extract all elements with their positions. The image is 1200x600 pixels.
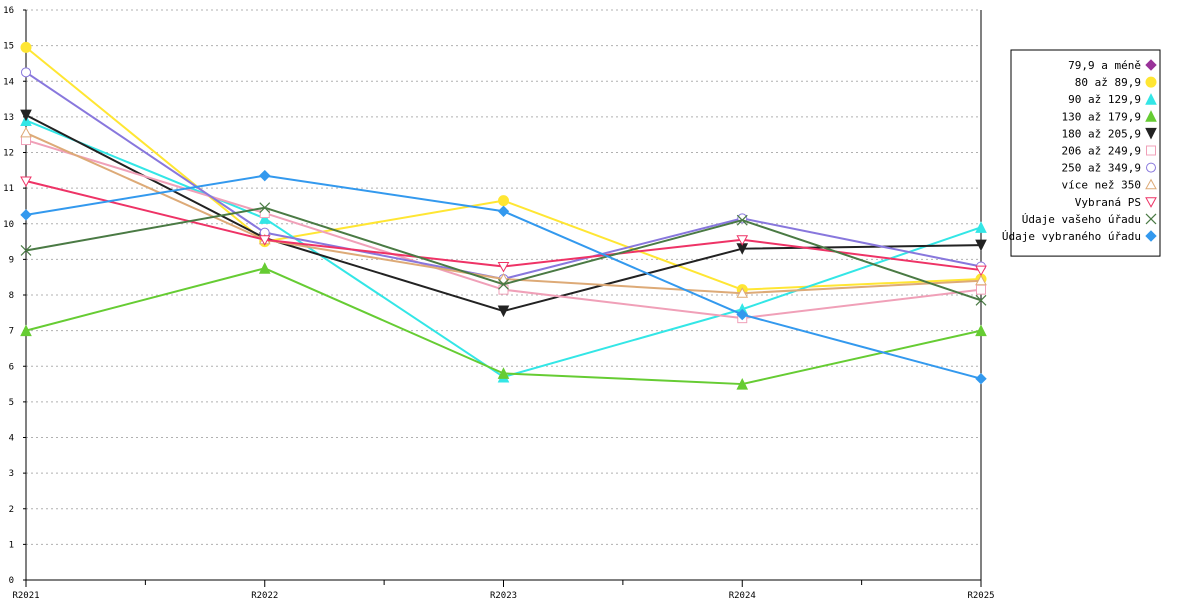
data-point <box>258 262 271 274</box>
legend-label: Vybraná PS <box>1075 196 1141 209</box>
legend-marker <box>1145 230 1157 242</box>
y-tick-label: 9 <box>9 255 14 265</box>
y-tick-label: 3 <box>9 469 14 479</box>
data-point <box>259 202 271 214</box>
data-point <box>497 305 510 318</box>
series-group <box>20 41 987 390</box>
legend-label: 80 až 89,9 <box>1075 76 1141 89</box>
data-point <box>497 205 510 217</box>
y-tick-label: 15 <box>3 42 14 52</box>
legend-marker <box>1145 197 1157 208</box>
y-tick-label: 8 <box>9 291 14 301</box>
legend-marker <box>1145 59 1157 71</box>
data-point <box>21 67 31 78</box>
data-point <box>20 324 32 337</box>
x-tick-label: R2022 <box>251 591 278 600</box>
legend-label: 206 až 249,9 <box>1062 145 1141 158</box>
legend-marker <box>1145 76 1157 88</box>
data-point <box>20 126 32 138</box>
x-tick-label: R2025 <box>967 591 994 600</box>
data-point <box>259 208 270 219</box>
x-tick-label: R2023 <box>490 591 517 600</box>
data-point <box>20 41 32 53</box>
y-tick-label: 12 <box>3 149 14 159</box>
y-tick-label: 2 <box>9 505 14 515</box>
data-point <box>736 377 749 390</box>
data-point <box>975 265 987 277</box>
data-point <box>20 176 32 188</box>
legend-label: Údaje vašeho úřadu <box>1022 213 1141 226</box>
data-point <box>736 287 749 298</box>
y-tick-label: 0 <box>9 576 14 586</box>
legend: 79,9 a méně 80 až 89,9 90 až 129,9 130 až 1… <box>1002 49 1161 257</box>
legend-label: 250 až 349,9 <box>1062 162 1141 175</box>
data-point <box>20 245 32 256</box>
legend-marker <box>1146 162 1156 173</box>
x-axis-ticks: R2021 R2022 R2023 R2024 R2025 <box>12 580 995 600</box>
y-tick-label: 4 <box>9 434 14 444</box>
data-point <box>976 284 986 295</box>
data-point <box>975 221 987 233</box>
series-9 <box>20 202 987 306</box>
legend-label: 180 až 205,9 <box>1062 127 1141 140</box>
legend-label: více než 350 <box>1062 179 1141 192</box>
y-tick-label: 13 <box>3 113 14 123</box>
y-tick-label: 5 <box>9 398 14 408</box>
y-tick-label: 1 <box>9 540 14 550</box>
y-tick-label: 10 <box>3 220 14 230</box>
grid-lines <box>26 9 981 545</box>
series-6 <box>21 67 986 284</box>
data-point <box>259 169 271 182</box>
legend-label: 130 až 179,9 <box>1062 110 1141 123</box>
legend-box <box>1010 49 1161 257</box>
series-8 <box>20 176 987 277</box>
data-point <box>498 284 509 295</box>
series-10 <box>20 169 987 385</box>
legend-marker <box>1145 110 1157 122</box>
data-point <box>497 272 510 284</box>
series-line <box>25 119 982 378</box>
data-point <box>975 324 987 337</box>
data-point <box>497 367 510 379</box>
data-point <box>258 235 271 246</box>
data-point <box>975 274 987 286</box>
legend-marker <box>1145 93 1157 105</box>
data-point <box>20 109 32 122</box>
data-point <box>498 278 509 290</box>
series-3 <box>20 262 987 390</box>
x-tick-label: R2024 <box>729 591 756 600</box>
legend-marker <box>1145 127 1157 140</box>
data-point <box>975 373 987 385</box>
y-tick-label: 11 <box>3 184 14 194</box>
data-point <box>736 214 748 226</box>
legend-marker <box>1146 145 1156 156</box>
y-tick-label: 7 <box>9 327 14 337</box>
y-tick-label: 6 <box>9 362 14 372</box>
legend-marker <box>1145 213 1157 225</box>
y-tick-label: 14 <box>3 77 14 87</box>
data-point <box>975 294 987 306</box>
data-point <box>20 209 32 221</box>
data-point <box>497 262 510 273</box>
y-tick-label: 16 <box>3 6 14 16</box>
data-point <box>975 239 987 252</box>
legend-label: 90 až 129,9 <box>1068 93 1141 106</box>
data-point <box>498 195 509 207</box>
legend-marker <box>1145 178 1157 190</box>
data-point <box>736 308 748 321</box>
legend-label: Údaje vybraného úřadu <box>1002 230 1141 243</box>
data-point <box>258 212 271 224</box>
series-1 <box>20 41 987 296</box>
data-point <box>736 235 749 246</box>
legend-label: 79,9 a méně <box>1068 59 1141 72</box>
x-tick-label: R2021 <box>12 591 39 600</box>
